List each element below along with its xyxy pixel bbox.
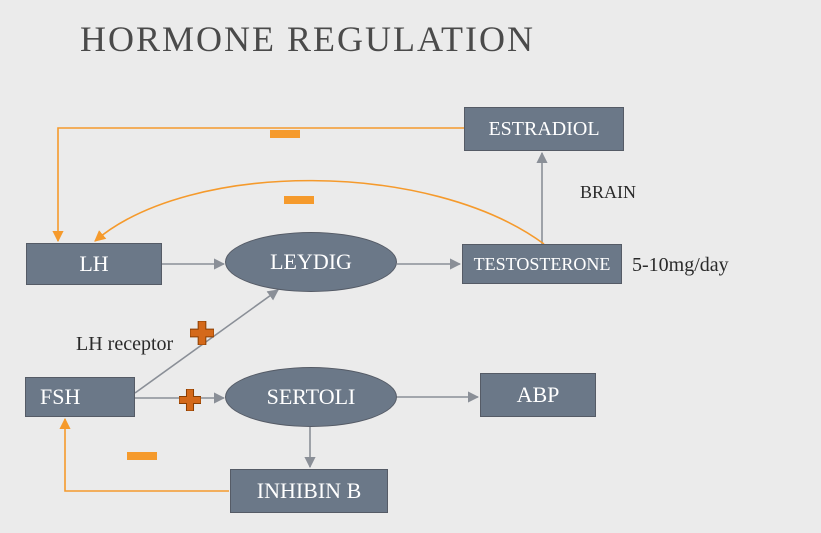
node-label: INHIBIN B (257, 478, 362, 504)
minus-icon (270, 130, 300, 138)
node-sertoli: SERTOLI (225, 367, 397, 427)
node-label: LH (79, 251, 108, 277)
node-fsh: FSH (25, 377, 135, 417)
plus-icon (179, 389, 201, 416)
node-label: FSH (40, 384, 80, 410)
node-label: ABP (517, 382, 560, 408)
node-label: TESTOSTERONE (474, 254, 611, 275)
label-brain: BRAIN (580, 182, 636, 203)
plus-icon (190, 321, 214, 350)
label-lh-receptor: LH receptor (76, 333, 173, 356)
minus-icon (284, 196, 314, 204)
minus-icon (127, 452, 157, 460)
node-inhibinb: INHIBIN B (230, 469, 388, 513)
node-label: LEYDIG (270, 249, 352, 275)
node-lh: LH (26, 243, 162, 285)
node-estradiol: ESTRADIOL (464, 107, 624, 151)
node-label: ESTRADIOL (488, 118, 599, 141)
page-title: HORMONE REGULATION (80, 18, 535, 60)
label-dose: 5-10mg/day (632, 254, 729, 277)
node-testosterone: TESTOSTERONE (462, 244, 622, 284)
node-leydig: LEYDIG (225, 232, 397, 292)
node-label: SERTOLI (267, 384, 356, 410)
node-abp: ABP (480, 373, 596, 417)
